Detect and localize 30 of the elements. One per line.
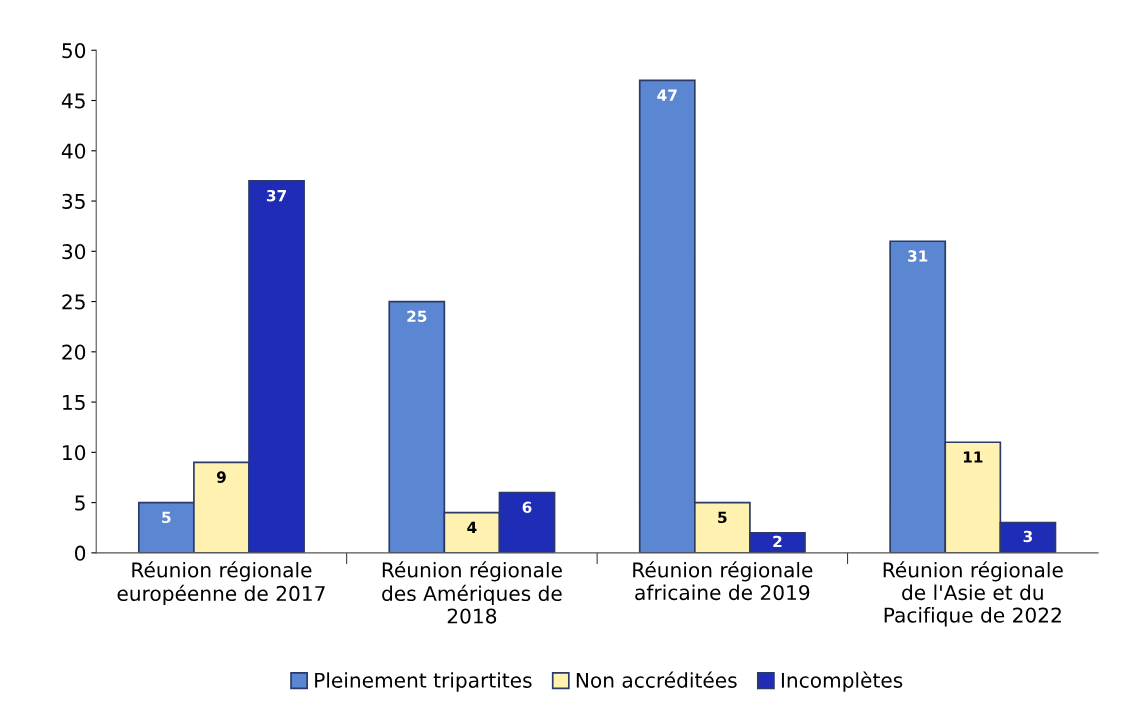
y-tick-label: 25 [62,294,85,310]
y-tick-label: 35 [62,193,85,209]
data-label: 25 [407,310,427,323]
data-label: 4 [467,521,477,533]
x-tick-label: Réunion régionale des Amériques de 2018 [382,561,562,624]
data-label: 31 [908,250,928,262]
y-tick-label: 45 [61,93,85,109]
data-label: 11 [963,451,983,463]
data-label: 3 [1023,530,1033,543]
data-label: 2 [773,535,782,548]
legend-label: Non accréditées [576,671,737,688]
x-tick-label: Réunion régionale africaine de 2019 [633,561,813,601]
data-label: 47 [657,89,677,101]
data-label: 9 [216,471,226,483]
y-tick-label: 0 [75,545,86,561]
y-tick-label: 20 [62,344,86,360]
y-tick-label: 5 [75,495,85,511]
data-label: 6 [522,501,532,514]
y-tick-label: 50 [62,42,86,59]
x-tick-label: Réunion régionale de l'Asie et du Pacifique de 2022 [883,561,1063,627]
y-tick-label: 10 [63,445,86,461]
data-label: 37 [266,189,286,202]
data-label: 5 [162,511,171,524]
legend-label: Pleinement tripartites [315,672,532,692]
y-tick-label: 15 [63,395,85,411]
legend-label: Incomplètes [781,671,903,692]
y-tick-label: 40 [61,143,86,159]
y-tick-label: 30 [62,244,86,260]
x-tick-label: Réunion régionale européenne de 2017 [117,561,325,606]
data-label: 5 [718,511,727,524]
